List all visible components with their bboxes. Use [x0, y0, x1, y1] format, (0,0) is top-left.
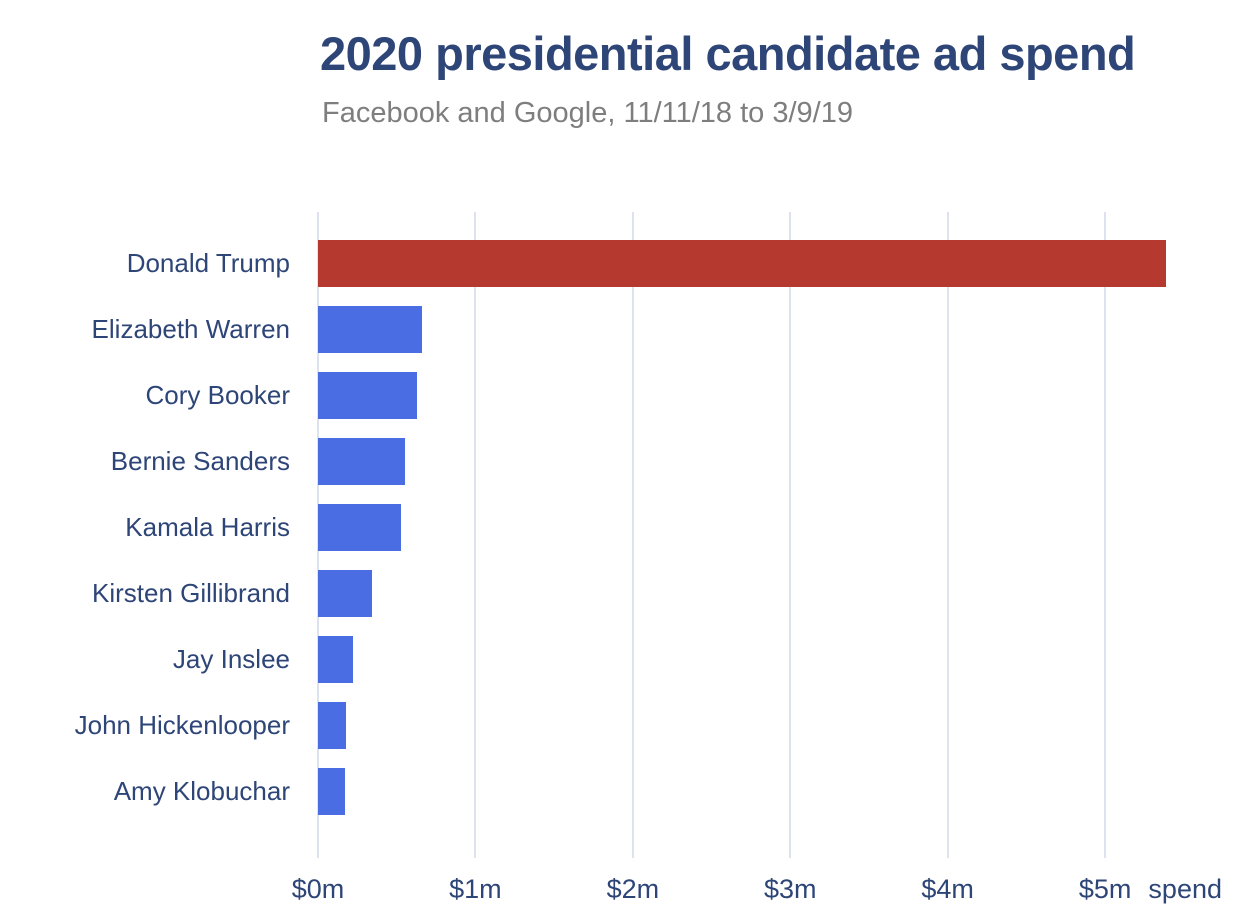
gridline [631, 212, 634, 858]
bar [318, 371, 418, 419]
bar-row: Bernie Sanders [0, 428, 1250, 494]
gridline [1104, 212, 1107, 858]
chart-subtitle: Facebook and Google, 11/11/18 to 3/9/19 [322, 97, 853, 129]
x-tick-label: $3m [763, 874, 817, 904]
x-tick-label: $4m [921, 874, 974, 904]
category-label: Donald Trump [126, 247, 290, 278]
bar [318, 635, 353, 683]
bar-row: Kirsten Gillibrand [0, 560, 1250, 626]
bar [318, 701, 347, 749]
bar-row: Cory Booker [0, 362, 1250, 428]
x-tick-label: $2m [606, 874, 660, 904]
bar-row: Kamala Harris [0, 494, 1250, 560]
bar-track [318, 701, 1220, 749]
bar [318, 437, 405, 485]
category-label: Bernie Sanders [110, 445, 290, 476]
bar-track [318, 371, 1220, 419]
category-label: Cory Booker [145, 379, 291, 410]
bar-track [318, 503, 1220, 551]
bar [318, 569, 372, 617]
x-tick-label: $0m [291, 874, 345, 904]
category-label: Amy Klobuchar [113, 775, 290, 806]
category-label: Kamala Harris [125, 511, 290, 542]
gridline [789, 212, 792, 858]
bar-track [318, 569, 1220, 617]
category-label: Elizabeth Warren [91, 313, 290, 344]
bar-track [318, 437, 1220, 485]
chart-header: 2020 presidential candidate ad spend Fac… [320, 26, 1136, 130]
bar-track [318, 239, 1220, 287]
bar-row: Jay Inslee [0, 626, 1250, 692]
bar-row: Elizabeth Warren [0, 296, 1250, 362]
category-label: John Hickenlooper [74, 709, 290, 740]
x-tick-label: $5m [1078, 874, 1132, 904]
gridline [946, 212, 949, 858]
x-axis: $0m $1m $2m $3m $4m $5m spend [292, 874, 1222, 914]
bar-track [318, 305, 1220, 353]
bar [318, 239, 1167, 287]
bar-row: John Hickenlooper [0, 692, 1250, 758]
category-label: Kirsten Gillibrand [92, 577, 290, 608]
category-label: Jay Inslee [172, 643, 290, 674]
bar [318, 503, 402, 551]
bar [318, 305, 422, 353]
x-axis-suffix-label: spend [1148, 874, 1222, 904]
chart-title: 2020 presidential candidate ad spend [320, 27, 1136, 80]
bar-row: Amy Klobuchar [0, 758, 1250, 824]
bar-row: Donald Trump [0, 230, 1250, 296]
bar-rows: Donald Trump Elizabeth Warren Cory Booker B… [0, 230, 1250, 824]
bar-track [318, 635, 1220, 683]
bar [318, 767, 345, 815]
gridline [474, 212, 477, 858]
x-tick-label: $1m [449, 874, 502, 904]
bar-track [318, 767, 1220, 815]
